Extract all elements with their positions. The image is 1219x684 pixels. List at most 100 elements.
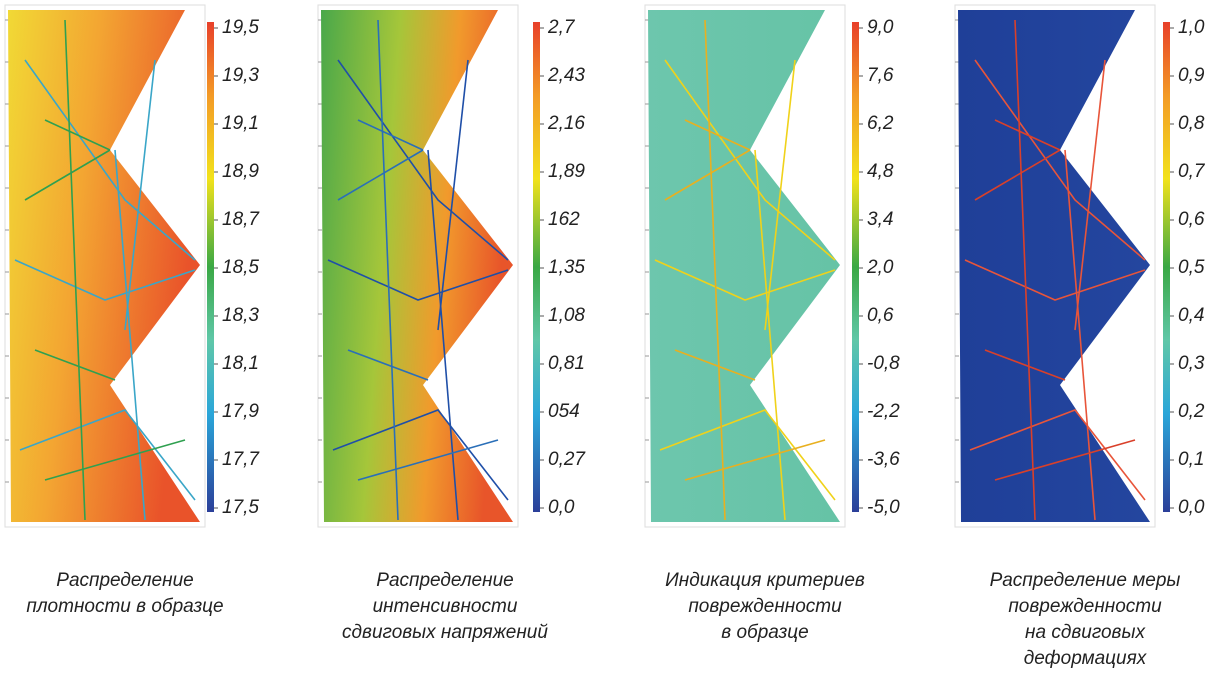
colorbar-label: 0,2 (1178, 401, 1205, 422)
crack (764, 59, 796, 331)
caption-line: плотности в образце (26, 596, 223, 617)
colorbar (533, 22, 540, 512)
crack (34, 349, 116, 381)
crack (659, 409, 836, 501)
colorbar-label: 0,9 (1178, 65, 1205, 86)
crack (44, 439, 186, 481)
crack (24, 149, 111, 201)
crack (14, 259, 196, 301)
caption-line: Распределение (376, 570, 513, 591)
colorbar-label: 0,6 (1178, 209, 1205, 230)
crack (684, 439, 826, 481)
crack-pattern (14, 19, 196, 521)
colorbar-label: 1,0 (1178, 17, 1205, 38)
colorbar-label: 18,5 (222, 257, 259, 278)
crack (44, 119, 111, 151)
crack (684, 119, 751, 151)
panel (644, 4, 846, 528)
plot-frame (644, 4, 846, 528)
crack (674, 349, 756, 381)
colorbar-label: 054 (548, 401, 580, 422)
crack (969, 409, 1146, 501)
colorbar-label: 0,8 (1178, 113, 1205, 134)
caption-line: Индикация критериев (665, 570, 865, 591)
crack (337, 149, 424, 201)
crack (357, 119, 424, 151)
caption-line: сдвиговых напряжений (342, 622, 548, 643)
colorbar-label: 6,2 (867, 113, 894, 134)
crack (1064, 149, 1096, 521)
specimen (958, 10, 1150, 522)
crack-pattern (327, 19, 509, 521)
colorbar-label: 19,1 (222, 113, 259, 134)
caption-line: поврежденности (688, 596, 842, 617)
crack (994, 439, 1136, 481)
caption-line: в образце (721, 622, 808, 643)
crack (427, 149, 459, 521)
panel (317, 4, 519, 528)
colorbar-label: 0,0 (548, 497, 575, 518)
caption-line: деформациях (1024, 648, 1148, 669)
colorbar-label: 4,8 (867, 161, 894, 182)
crack (64, 19, 86, 521)
colorbar-label: -0,8 (867, 353, 900, 374)
crack (437, 59, 469, 331)
crack (24, 59, 196, 261)
crack (332, 409, 509, 501)
colorbar-label: -3,6 (867, 449, 900, 470)
crack (664, 59, 836, 261)
colorbar-label: 18,9 (222, 161, 259, 182)
colorbar-label: 19,3 (222, 65, 259, 86)
colorbar-label: 1,08 (548, 305, 585, 326)
crack (984, 349, 1066, 381)
colorbar-label: -5,0 (867, 497, 900, 518)
crack (19, 409, 196, 501)
panel (954, 4, 1156, 528)
crack (704, 19, 726, 521)
colorbar-label: 0,1 (1178, 449, 1204, 470)
caption-line: Распределение меры (990, 570, 1181, 591)
colorbar-label: 0,7 (1178, 161, 1206, 182)
colorbar-label: 17,5 (222, 497, 259, 518)
colorbar-label: 2,0 (866, 257, 894, 278)
crack-pattern (964, 19, 1146, 521)
crack-pattern (654, 19, 836, 521)
crack (114, 149, 146, 521)
specimen (8, 10, 200, 522)
colorbar-label: 0,27 (548, 449, 586, 470)
crack (754, 149, 786, 521)
colorbar (207, 22, 214, 512)
crack (124, 59, 156, 331)
colorbar (1163, 22, 1170, 512)
colorbar-label: 18,3 (222, 305, 259, 326)
crack (327, 259, 509, 301)
plot-frame (954, 4, 1156, 528)
colorbar-label: 162 (548, 209, 580, 230)
plot-frame (317, 4, 519, 528)
plot-frame (4, 4, 206, 528)
crack (337, 59, 509, 261)
crack (377, 19, 399, 521)
colorbar-label: 0,3 (1178, 353, 1205, 374)
specimen (321, 10, 513, 522)
colorbar-label: 17,9 (222, 401, 259, 422)
crack (654, 259, 836, 301)
crack (1014, 19, 1036, 521)
specimen (648, 10, 840, 522)
crack (994, 119, 1061, 151)
crack (964, 259, 1146, 301)
colorbar-label: 0,0 (1178, 497, 1205, 518)
colorbar-label: 2,7 (547, 17, 576, 38)
colorbar-label: 17,7 (222, 449, 260, 470)
colorbar-label: 0,4 (1178, 305, 1204, 326)
crack (357, 439, 499, 481)
colorbar-label: 2,16 (547, 113, 585, 134)
colorbar-label: 3,4 (867, 209, 893, 230)
crack (974, 59, 1146, 261)
crack (664, 149, 751, 201)
colorbar-label: 18,1 (222, 353, 259, 374)
crack (974, 149, 1061, 201)
caption-line: интенсивности (373, 596, 518, 617)
colorbar-label: 0,6 (867, 305, 894, 326)
